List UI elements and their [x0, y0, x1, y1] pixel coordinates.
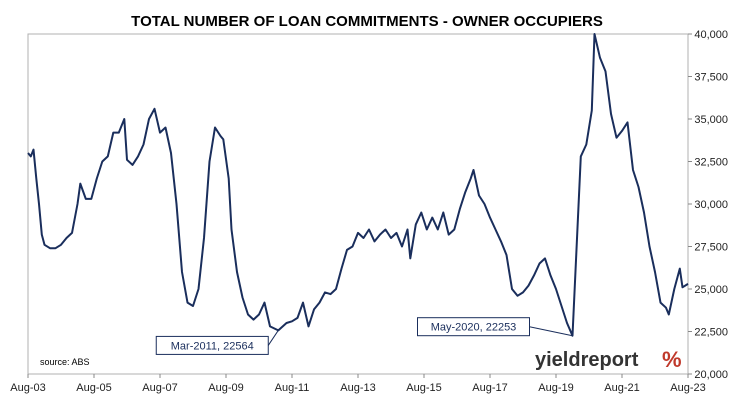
chart-title: TOTAL NUMBER OF LOAN COMMITMENTS - OWNER…: [131, 13, 603, 30]
logo-percent-icon: %: [662, 347, 682, 372]
y-tick-label: 20,000: [694, 369, 728, 381]
y-tick-label: 27,500: [694, 242, 728, 254]
y-tick-label: 30,000: [694, 199, 728, 211]
x-tick-label: Aug-19: [538, 382, 573, 394]
annotation-label: May-2020, 22253: [431, 322, 517, 334]
x-tick-label: Aug-11: [275, 382, 310, 394]
x-tick-label: Aug-09: [208, 382, 243, 394]
x-tick-label: Aug-13: [340, 382, 375, 394]
y-tick-label: 37,500: [694, 72, 728, 84]
y-tick-label: 40,000: [694, 29, 728, 41]
y-axis: 20,000 22,500 25,000 27,500 30,000 32,500 35,0…: [688, 29, 728, 381]
annotation-leader: [529, 326, 573, 337]
x-tick-label: Aug-07: [142, 382, 177, 394]
annotation-leader: [267, 330, 279, 346]
x-tick-label: Aug-21: [604, 382, 639, 394]
x-tick-label: Aug-03: [10, 382, 45, 394]
x-axis: Aug-03 Aug-05 Aug-07 Aug-09 Aug-11 Aug-13 Aug-…: [10, 374, 706, 394]
y-tick-label: 32,500: [694, 157, 728, 169]
x-tick-label: Aug-05: [76, 382, 111, 394]
logo-text: yieldreport: [535, 349, 639, 371]
x-tick-label: Aug-23: [670, 382, 705, 394]
yieldreport-logo: yieldreport %: [535, 347, 682, 372]
plot-area: [27, 33, 689, 375]
y-tick-label: 25,000: [694, 284, 728, 296]
x-tick-label: Aug-15: [406, 382, 441, 394]
x-tick-label: Aug-17: [472, 382, 507, 394]
annotation-box: [417, 317, 530, 337]
annotation-label: Mar-2011, 22564: [171, 340, 254, 352]
series-line: [27, 33, 689, 337]
annotations: Mar-2011, 22564 May-2020, 22253: [155, 317, 573, 355]
y-tick-label: 22,500: [694, 327, 728, 339]
y-tick-label: 35,000: [694, 114, 728, 126]
annotation-box: [155, 335, 269, 355]
source-note: source: ABS: [40, 357, 90, 367]
